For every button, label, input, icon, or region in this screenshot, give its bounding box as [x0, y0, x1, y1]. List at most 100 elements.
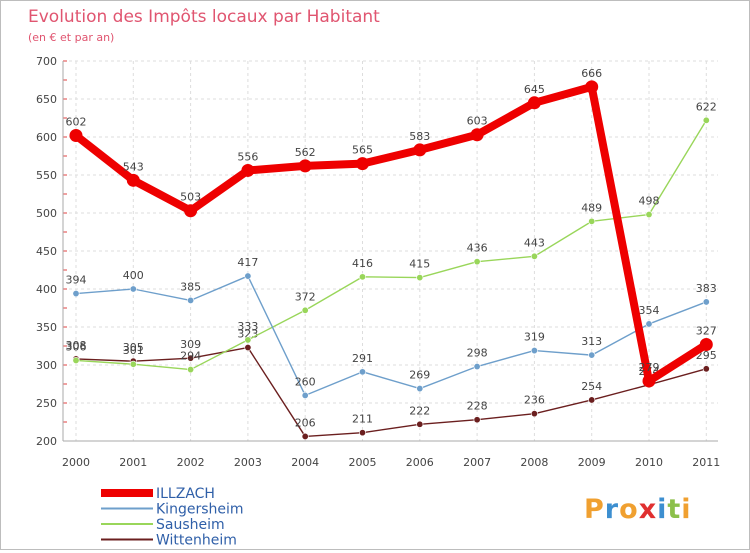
y-tick-label: 250 [36, 397, 57, 410]
data-point [702, 116, 710, 124]
data-label: 602 [66, 115, 87, 128]
logo-letter: o [619, 494, 639, 525]
data-label: 503 [180, 191, 201, 204]
legend-label: Wittenheim [156, 533, 237, 549]
data-label: 645 [524, 83, 545, 96]
data-point [244, 336, 252, 344]
y-tick-label: 300 [36, 359, 57, 372]
x-tick-label: 2000 [62, 456, 90, 469]
data-label: 236 [524, 394, 545, 407]
data-label: 417 [237, 256, 258, 269]
data-point [129, 360, 137, 368]
data-label: 372 [295, 290, 316, 303]
legend-label: ILLZACH [156, 486, 215, 502]
data-point [358, 273, 366, 281]
logo-letter: i [681, 494, 691, 525]
y-tick-label: 650 [36, 93, 57, 106]
data-label: 211 [352, 413, 373, 426]
data-label: 394 [66, 274, 87, 287]
data-point [356, 157, 369, 171]
data-point [129, 285, 137, 293]
x-tick-label: 2009 [578, 456, 606, 469]
data-point [588, 351, 596, 359]
data-label: 443 [524, 236, 545, 249]
chart-title: Evolution des Impôts locaux par Habitant [28, 7, 380, 27]
data-label: 308 [66, 339, 87, 352]
x-tick-label: 2007 [463, 456, 491, 469]
logo-letter: x [639, 494, 657, 525]
x-tick-label: 2011 [692, 456, 720, 469]
series-line-illzach [72, 82, 711, 385]
legend-label: Kingersheim [156, 502, 244, 518]
data-label: 416 [352, 257, 373, 270]
data-label: 562 [295, 146, 316, 159]
data-point [702, 365, 710, 373]
data-point [530, 410, 538, 418]
data-point [642, 374, 656, 388]
data-point [699, 337, 713, 351]
data-point [244, 272, 252, 280]
legend-item: ILLZACH [101, 486, 215, 502]
logo-letter: i [657, 494, 667, 525]
data-point [126, 173, 140, 187]
data-point [416, 420, 424, 428]
legend-item: Wittenheim [101, 533, 237, 549]
data-label: 436 [467, 242, 488, 255]
x-tick-label: 2004 [291, 456, 319, 469]
data-point [527, 96, 541, 110]
y-tick-label: 550 [36, 169, 57, 182]
chart-subtitle: (en € et par an) [28, 31, 114, 44]
data-point [473, 258, 481, 266]
logo-text: Proxiti [584, 494, 692, 525]
data-point [588, 217, 596, 225]
data-label: 666 [581, 67, 602, 80]
x-tick-label: 2001 [119, 456, 147, 469]
data-point [416, 274, 424, 282]
data-label: 400 [123, 269, 144, 282]
data-point [530, 347, 538, 355]
data-label: 228 [467, 400, 488, 413]
series-line-kingersheim [75, 275, 707, 397]
y-tick-label: 450 [36, 245, 57, 258]
data-label: 354 [639, 304, 660, 317]
data-label: 294 [180, 350, 201, 363]
data-label: 291 [352, 352, 373, 365]
proxiti-logo: Proxiti [584, 494, 692, 525]
data-label: 306 [66, 340, 87, 353]
logo-letter: t [667, 494, 681, 525]
data-point [241, 163, 255, 177]
data-point [416, 385, 424, 393]
y-tick-label: 700 [36, 55, 57, 68]
data-label: 583 [409, 130, 430, 143]
legend-item: Kingersheim [101, 502, 244, 518]
data-label: 269 [409, 369, 430, 382]
x-tick-label: 2010 [635, 456, 663, 469]
data-point [473, 363, 481, 371]
data-label: 254 [581, 380, 602, 393]
data-label: 279 [639, 361, 660, 374]
x-tick-label: 2006 [406, 456, 434, 469]
data-point [301, 432, 309, 440]
data-point [645, 211, 653, 219]
data-point [301, 391, 309, 399]
data-label: 385 [180, 280, 201, 293]
data-label: 319 [524, 331, 545, 344]
data-label: 556 [237, 150, 258, 163]
data-label: 206 [295, 416, 316, 429]
data-label: 301 [123, 344, 144, 357]
x-tick-label: 2002 [177, 456, 205, 469]
y-tick-label: 200 [36, 435, 57, 448]
logo-letter: P [584, 494, 605, 525]
legend-item: Sausheim [101, 517, 225, 533]
data-point [187, 296, 195, 304]
data-label: 309 [180, 338, 201, 351]
x-tick-label: 2008 [520, 456, 548, 469]
axes: 200 250 300 350 400 450 500 550 600 650 700 2000 200… [36, 55, 720, 469]
data-point [187, 366, 195, 374]
data-label: 543 [123, 160, 144, 173]
data-label: 383 [696, 282, 717, 295]
data-label: 622 [696, 100, 717, 113]
